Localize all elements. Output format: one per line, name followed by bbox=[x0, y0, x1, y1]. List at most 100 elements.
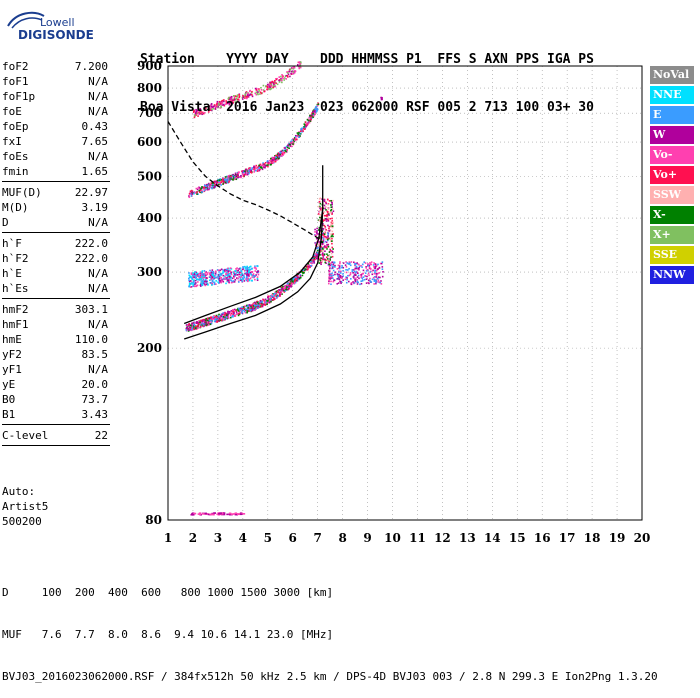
echo-point bbox=[270, 161, 273, 163]
echo-point bbox=[378, 266, 381, 269]
echo-point bbox=[245, 91, 248, 94]
echo-point bbox=[264, 166, 266, 169]
param-value: 20.0 bbox=[81, 378, 109, 391]
echo-point bbox=[211, 182, 214, 184]
echo-point bbox=[307, 267, 310, 269]
echo-point bbox=[372, 269, 374, 272]
echo-point bbox=[327, 219, 330, 222]
echo-point bbox=[195, 111, 197, 114]
param-value: 7.65 bbox=[81, 135, 109, 148]
echo-point bbox=[218, 279, 221, 282]
echo-point bbox=[355, 265, 358, 268]
echo-point bbox=[247, 277, 250, 280]
echo-point bbox=[349, 272, 352, 274]
echo-point bbox=[269, 84, 272, 86]
echo-point bbox=[200, 323, 203, 326]
echo-point bbox=[362, 276, 365, 279]
echo-point bbox=[339, 270, 342, 273]
echo-point bbox=[374, 265, 377, 268]
y-tick-label: 700 bbox=[137, 106, 162, 120]
echo-point bbox=[227, 311, 230, 314]
echo-point bbox=[330, 263, 333, 266]
echo-point bbox=[193, 328, 195, 331]
echo-point bbox=[318, 241, 320, 243]
echo-point bbox=[211, 269, 214, 271]
echo-point bbox=[294, 276, 296, 279]
echo-point bbox=[349, 262, 351, 265]
echo-point bbox=[256, 276, 259, 278]
echo-point bbox=[203, 189, 206, 192]
param-row: h`Es N/A bbox=[2, 281, 110, 296]
echo-point bbox=[218, 180, 220, 182]
echo-point bbox=[256, 170, 259, 172]
echo-point bbox=[272, 159, 275, 161]
echo-point bbox=[261, 167, 263, 169]
echo-point bbox=[225, 315, 228, 318]
echo-point bbox=[188, 195, 190, 197]
echo-point bbox=[233, 178, 236, 180]
echo-point bbox=[357, 267, 359, 270]
echo-point bbox=[275, 293, 277, 296]
echo-point bbox=[191, 283, 193, 285]
echo-point bbox=[232, 175, 235, 178]
echo-point bbox=[210, 273, 213, 275]
echo-point bbox=[243, 170, 246, 173]
echo-point bbox=[318, 210, 321, 212]
echo-point bbox=[250, 171, 253, 174]
echo-point bbox=[222, 274, 225, 277]
echo-point bbox=[380, 280, 382, 282]
echo-point bbox=[270, 84, 272, 86]
echo-point bbox=[332, 210, 335, 213]
echo-point bbox=[331, 250, 334, 253]
param-label: h`Es bbox=[2, 282, 29, 295]
echo-point bbox=[193, 272, 196, 275]
echo-point bbox=[222, 271, 224, 273]
echo-point bbox=[206, 183, 208, 186]
echo-point bbox=[332, 235, 334, 238]
echo-point bbox=[368, 266, 371, 269]
echo-point bbox=[193, 273, 196, 276]
legend-item-sse: SSE bbox=[650, 246, 694, 264]
echo-point bbox=[275, 297, 278, 299]
echo-point bbox=[218, 183, 220, 186]
echo-point bbox=[209, 323, 212, 326]
echo-point bbox=[223, 99, 225, 101]
echo-point bbox=[223, 318, 226, 320]
logo-swoosh-icon bbox=[7, 11, 45, 29]
echo-point bbox=[216, 315, 219, 318]
param-value: 3.19 bbox=[81, 201, 109, 214]
echo-point bbox=[250, 169, 253, 172]
echo-point bbox=[202, 112, 205, 115]
x-tick-label: 8 bbox=[338, 531, 346, 545]
echo-point bbox=[216, 269, 219, 271]
echo-point bbox=[215, 315, 218, 318]
echo-point bbox=[190, 195, 193, 197]
echo-point bbox=[328, 279, 330, 282]
echo-point bbox=[215, 182, 218, 185]
echo-point bbox=[241, 170, 243, 173]
echo-point bbox=[229, 270, 232, 273]
echo-point bbox=[209, 107, 212, 110]
echo-point bbox=[327, 233, 330, 235]
echo-point bbox=[317, 243, 320, 246]
echo-point bbox=[332, 263, 335, 266]
echo-point bbox=[268, 299, 271, 302]
echo-point bbox=[223, 312, 225, 315]
echo-point bbox=[285, 288, 288, 291]
param-label: foEp bbox=[2, 120, 29, 133]
echo-point bbox=[259, 299, 262, 302]
echo-point bbox=[375, 272, 378, 275]
echo-point bbox=[247, 304, 249, 307]
echo-point bbox=[315, 111, 318, 113]
echo-point bbox=[339, 280, 342, 283]
echo-point bbox=[282, 289, 284, 292]
echo-point bbox=[278, 289, 280, 291]
echo-point bbox=[233, 98, 236, 101]
echo-point bbox=[361, 277, 364, 280]
echo-point bbox=[377, 277, 379, 280]
echo-point bbox=[323, 247, 325, 250]
y-tick-label: 200 bbox=[137, 341, 162, 355]
param-label: h`F2 bbox=[2, 252, 29, 265]
echo-point bbox=[256, 168, 259, 171]
echo-point bbox=[249, 265, 251, 268]
